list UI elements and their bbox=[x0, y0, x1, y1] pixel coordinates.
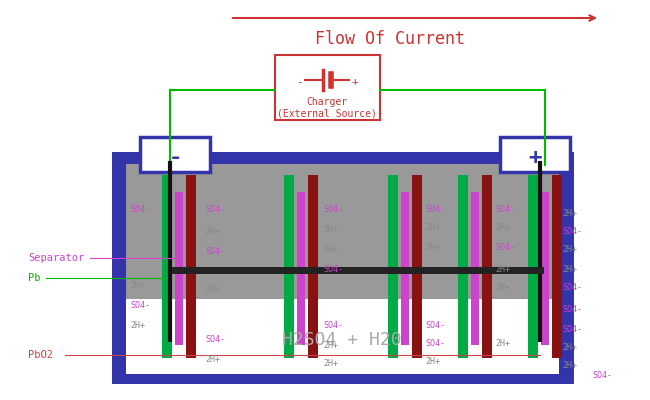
Bar bbox=[412, 175, 422, 358]
Bar bbox=[308, 175, 318, 358]
Text: SO4-: SO4- bbox=[592, 370, 612, 380]
Text: 2H+: 2H+ bbox=[323, 226, 338, 234]
Bar bbox=[115, 155, 570, 380]
Bar bbox=[186, 175, 196, 358]
Text: SO4-: SO4- bbox=[562, 306, 582, 314]
Text: 2H+: 2H+ bbox=[562, 360, 577, 370]
Text: SO4-: SO4- bbox=[205, 336, 225, 344]
Text: SO4-: SO4- bbox=[495, 206, 515, 214]
Bar bbox=[175, 192, 183, 345]
Text: SO4-: SO4- bbox=[495, 244, 515, 252]
Bar bbox=[458, 175, 468, 358]
Text: SO4-: SO4- bbox=[130, 300, 150, 310]
Text: Flow Of Current: Flow Of Current bbox=[315, 30, 465, 48]
Text: 2H+: 2H+ bbox=[495, 266, 510, 274]
Text: SO4-: SO4- bbox=[323, 320, 343, 330]
Text: SO4-: SO4- bbox=[425, 206, 445, 214]
Text: SO4-: SO4- bbox=[425, 320, 445, 330]
Bar bbox=[275, 55, 380, 120]
Text: PbO2: PbO2 bbox=[28, 350, 53, 360]
Text: Separator: Separator bbox=[28, 253, 84, 263]
Bar bbox=[162, 175, 172, 358]
Text: 2H+: 2H+ bbox=[323, 246, 338, 254]
Text: -: - bbox=[296, 77, 302, 87]
Text: +: + bbox=[352, 77, 358, 87]
Bar bbox=[482, 175, 492, 358]
Text: 2H+: 2H+ bbox=[425, 224, 440, 232]
Text: +: + bbox=[528, 148, 541, 168]
Text: 2H+: 2H+ bbox=[495, 338, 510, 348]
Bar bbox=[471, 192, 479, 345]
Text: Charger
(External Source): Charger (External Source) bbox=[277, 97, 377, 119]
Bar bbox=[284, 175, 294, 358]
Text: 2H+: 2H+ bbox=[562, 208, 577, 218]
Text: SO4-: SO4- bbox=[562, 284, 582, 292]
Text: 2H+: 2H+ bbox=[130, 320, 145, 330]
Bar bbox=[297, 192, 305, 345]
Text: 2H+: 2H+ bbox=[562, 266, 577, 274]
Text: SO4-: SO4- bbox=[130, 206, 150, 214]
Bar bbox=[528, 175, 538, 358]
Text: 2H+: 2H+ bbox=[562, 246, 577, 254]
Text: SO4-: SO4- bbox=[205, 248, 225, 256]
Text: 2H+: 2H+ bbox=[323, 358, 338, 368]
Text: SO4-: SO4- bbox=[323, 266, 343, 274]
Text: 2H+: 2H+ bbox=[495, 284, 510, 292]
Bar bbox=[126, 164, 559, 374]
Text: 2H+: 2H+ bbox=[205, 228, 220, 236]
Text: 2H+: 2H+ bbox=[425, 358, 440, 366]
Bar bbox=[401, 192, 409, 345]
Bar bbox=[552, 175, 562, 358]
Text: 2H+: 2H+ bbox=[205, 286, 220, 294]
Text: 2H+: 2H+ bbox=[323, 340, 338, 350]
Text: H2SO4 + H20: H2SO4 + H20 bbox=[282, 331, 402, 349]
Text: SO4-: SO4- bbox=[205, 206, 225, 214]
Text: SO4-: SO4- bbox=[562, 228, 582, 236]
Text: 2H+: 2H+ bbox=[130, 280, 145, 290]
Text: SO4-: SO4- bbox=[323, 206, 343, 214]
Bar bbox=[388, 175, 398, 358]
Text: 2H+: 2H+ bbox=[562, 344, 577, 352]
Bar bbox=[126, 299, 559, 374]
Text: 2H+: 2H+ bbox=[205, 356, 220, 364]
Bar bbox=[500, 137, 570, 172]
Bar bbox=[541, 192, 549, 345]
Text: SO4-: SO4- bbox=[562, 326, 582, 334]
Text: -: - bbox=[168, 148, 182, 168]
Text: 2H+: 2H+ bbox=[495, 224, 510, 232]
Text: Pb: Pb bbox=[28, 273, 40, 283]
Bar bbox=[140, 137, 210, 172]
Text: 2H+: 2H+ bbox=[425, 244, 440, 252]
Text: SO4-: SO4- bbox=[425, 338, 445, 348]
